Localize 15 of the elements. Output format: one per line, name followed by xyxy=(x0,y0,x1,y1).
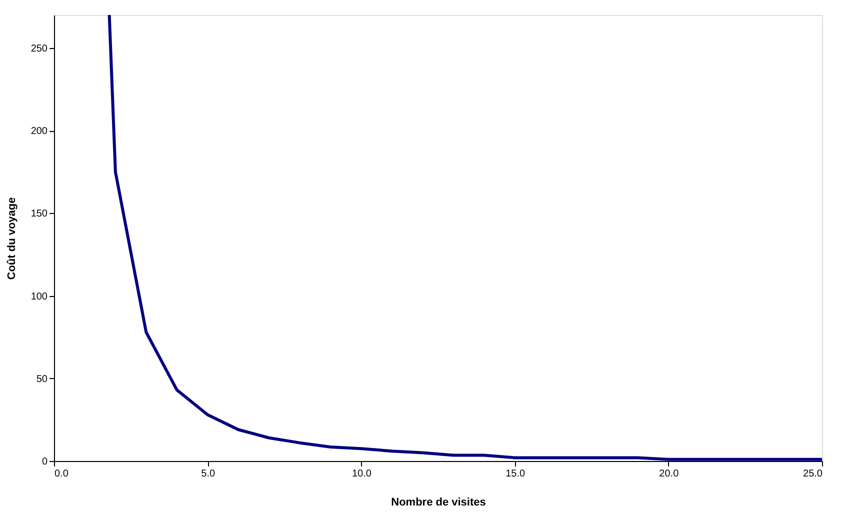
x-tick-label: 0.0 xyxy=(54,468,69,480)
x-tick-label: 10.0 xyxy=(352,468,372,480)
y-tick-label: 150 xyxy=(30,208,48,220)
y-tick-label: 200 xyxy=(30,126,48,138)
y-tick-label: 50 xyxy=(36,374,48,385)
y-tick-label: 0 xyxy=(42,456,48,468)
x-tick-label: 5.0 xyxy=(201,468,216,480)
x-axis-title: Nombre de visites xyxy=(391,496,486,508)
y-tick-label: 100 xyxy=(30,291,48,302)
x-tick-label: 25.0 xyxy=(803,468,823,480)
line-series xyxy=(108,15,822,461)
x-tick-label: 15.0 xyxy=(506,468,526,480)
y-axis-title: Coût du voyage xyxy=(6,197,18,280)
y-tick-label: 250 xyxy=(30,44,48,55)
x-tick-label: 20.0 xyxy=(659,468,680,480)
